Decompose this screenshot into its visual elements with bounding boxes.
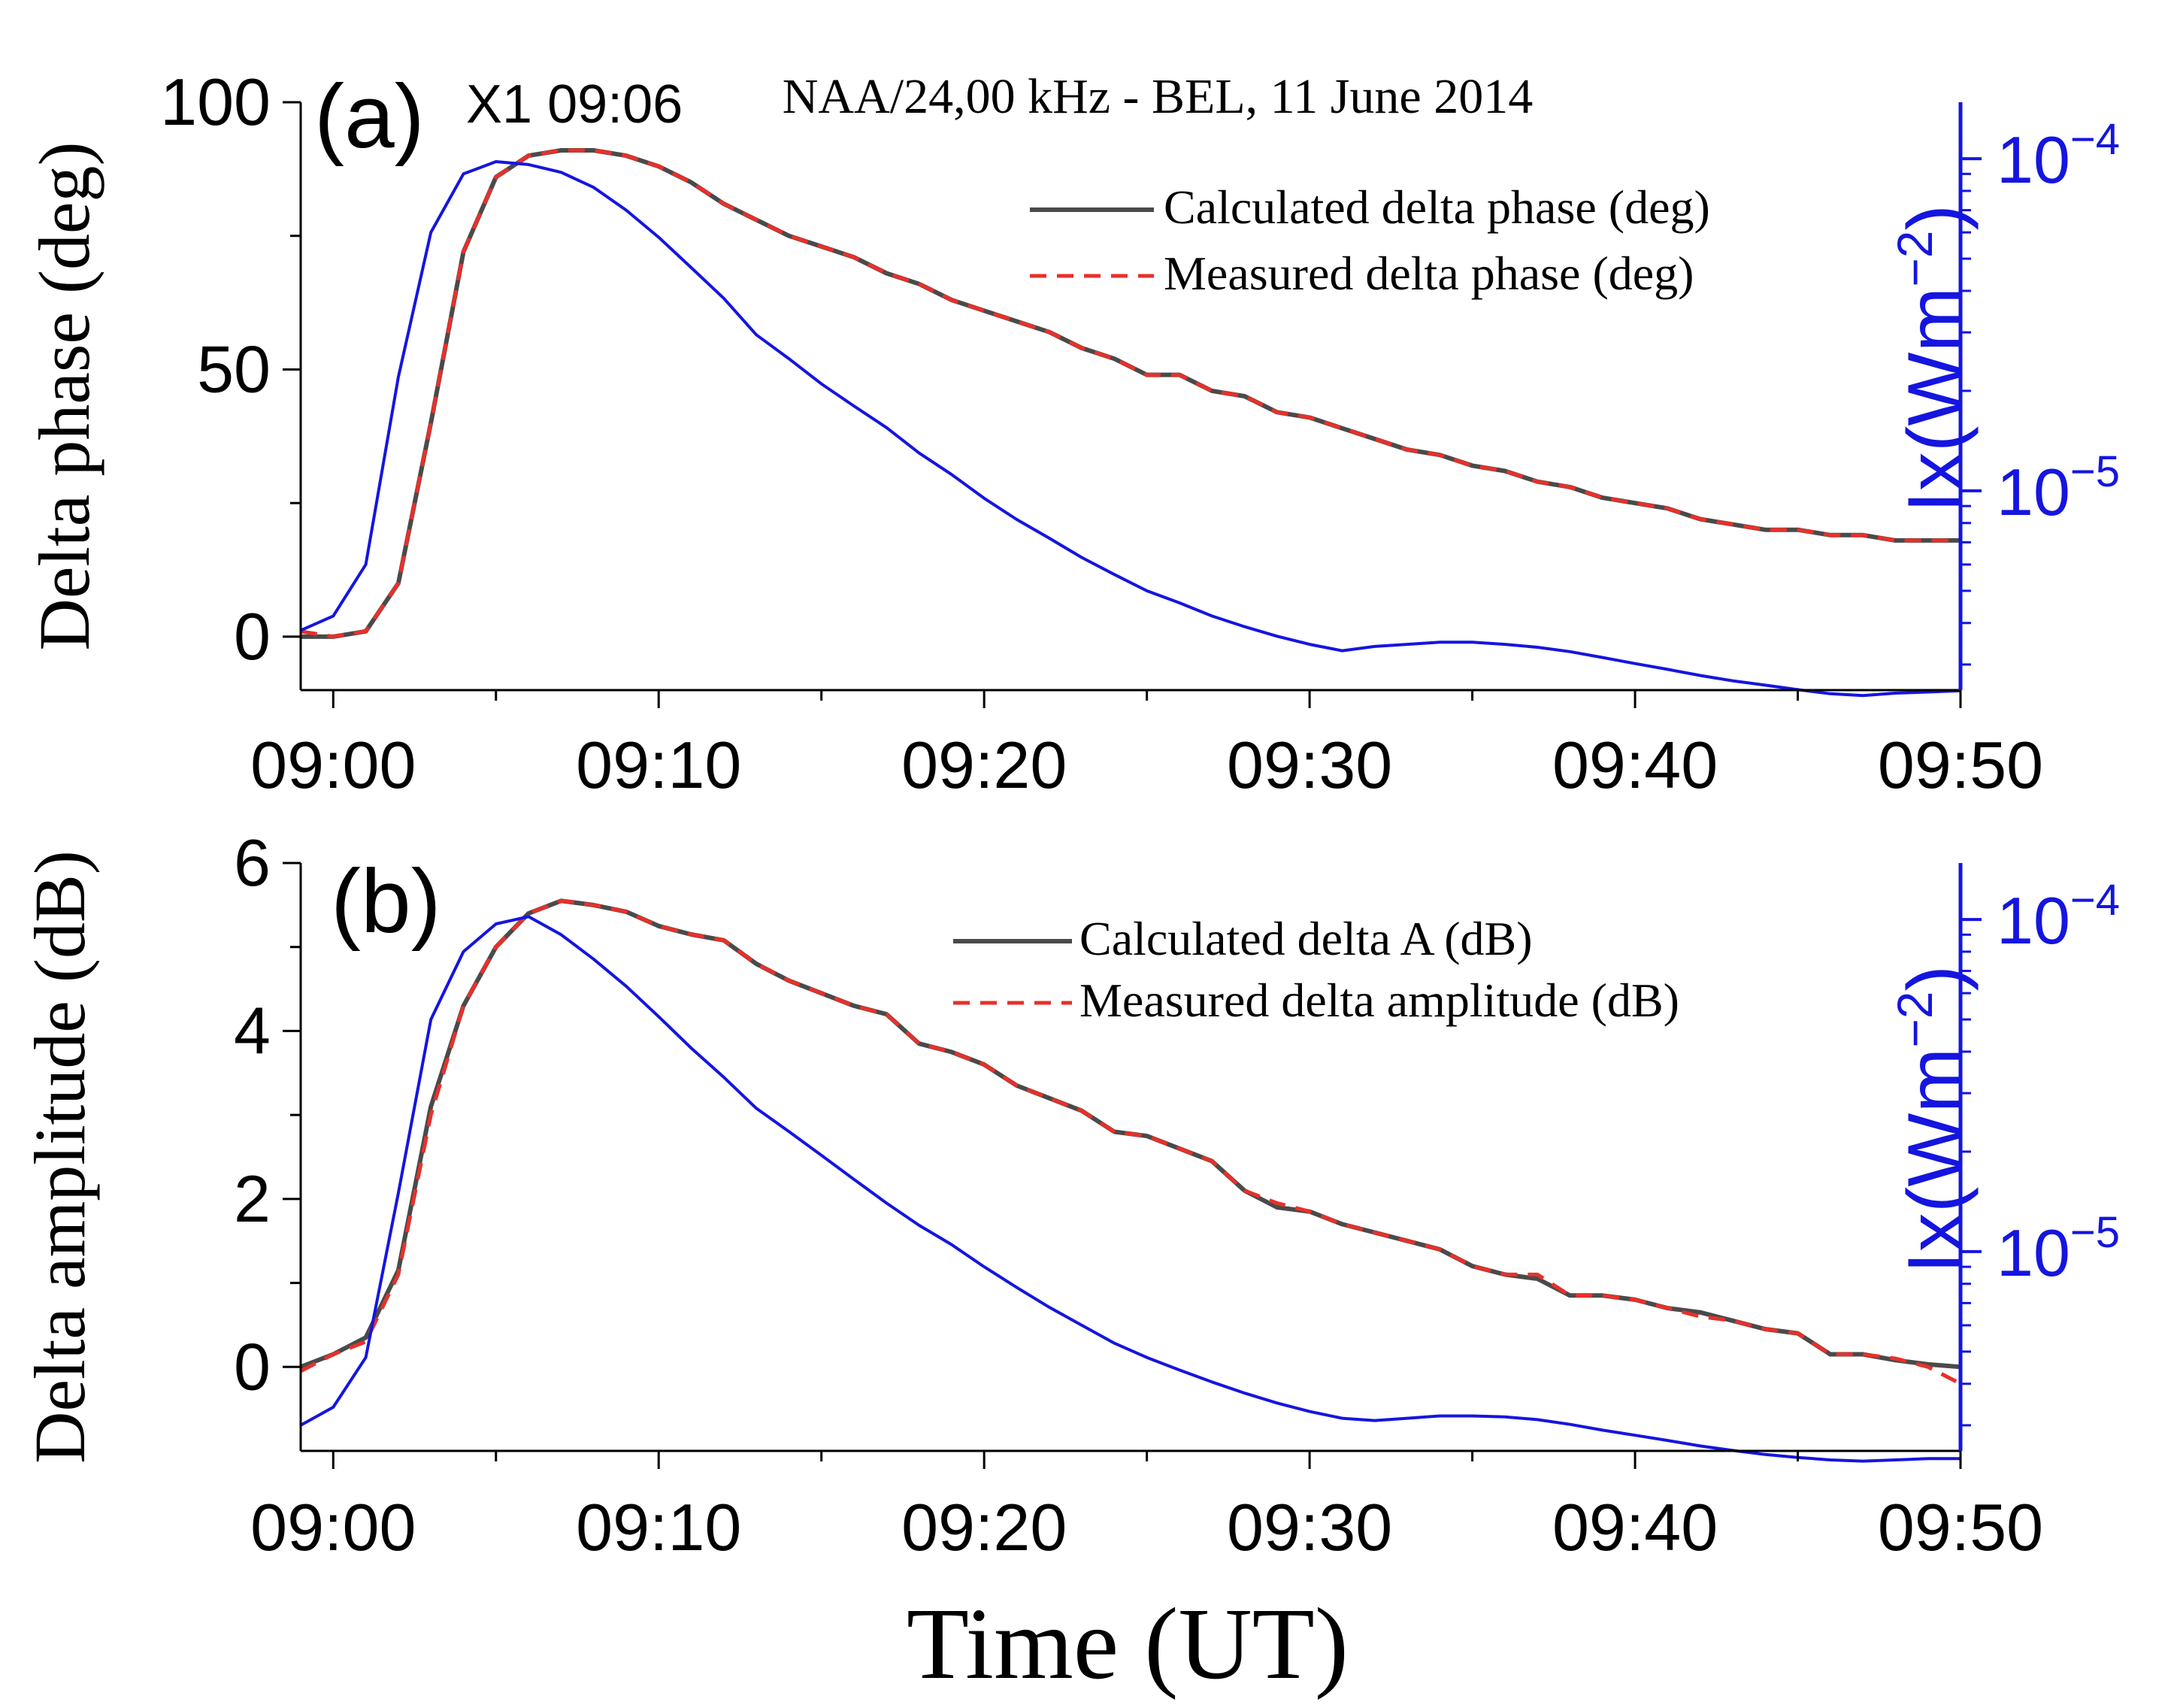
y2-tick-label: 10−4 xyxy=(1997,876,2120,958)
y2-tick-label: 10−4 xyxy=(1997,115,2120,197)
x-tick-label: 09:50 xyxy=(1878,728,2043,802)
y2-tick-exponent: −5 xyxy=(2070,447,2120,496)
x-tick-label: 09:20 xyxy=(901,728,1067,802)
y-tick-label: 6 xyxy=(234,825,271,900)
series-line-b-2 xyxy=(300,915,1961,1463)
x-tick-label: 09:30 xyxy=(1227,728,1392,802)
series-line-a-1 xyxy=(300,148,1961,639)
legend-entry: Calculated delta A (dB) xyxy=(1079,912,1533,965)
y-tick-label: 50 xyxy=(197,332,271,406)
legend: Calculated delta phase (deg) Measured del… xyxy=(1030,180,1710,300)
legend-entry: Calculated delta phase (deg) xyxy=(1164,180,1710,234)
legend-entry: Measured delta phase (deg) xyxy=(1164,247,1694,300)
y2-label-close: ) xyxy=(1892,965,1979,992)
x-tick-label: 09:10 xyxy=(576,728,741,802)
y2-tick-base: 10 xyxy=(1997,455,2070,529)
y2-tick-base: 10 xyxy=(1997,883,2070,958)
panel-b: 09:00 09:10 09:20 09:30 09:40 09:50024610−510… xyxy=(20,825,2120,1700)
y2-label-close: ) xyxy=(1892,204,1979,231)
y2-tick-base: 10 xyxy=(1997,123,2070,197)
y2-label-main: Ix(Wm xyxy=(1892,287,1979,513)
y2-label-main: Ix(Wm xyxy=(1892,1048,1979,1273)
x-tick-label: 09:20 xyxy=(901,1490,1067,1564)
x-tick-label: 09:30 xyxy=(1227,1490,1392,1564)
x-tick-label: 09:00 xyxy=(250,728,416,802)
y2-label-sup: −2 xyxy=(1887,231,1942,287)
series-line-a-0 xyxy=(301,148,1961,639)
y-axis-label: Delta phase (deg) xyxy=(24,141,104,650)
y-tick-label: 0 xyxy=(234,599,271,674)
y2-tick-exponent: −5 xyxy=(2070,1208,2120,1257)
legend-entry: Measured delta amplitude (dB) xyxy=(1079,974,1679,1027)
y2-tick-label: 10−5 xyxy=(1997,447,2120,529)
x-tick-label: 09:50 xyxy=(1878,1490,2043,1564)
flare-label: X1 09:06 xyxy=(466,74,683,135)
panel-label: (a) xyxy=(314,66,425,167)
y2-axis-label: Ix(Wm−2) xyxy=(1887,965,1979,1273)
x-tick-label: 09:10 xyxy=(576,1490,741,1564)
y2-axis-label: Ix(Wm−2) xyxy=(1887,204,1979,513)
series-line-a-2 xyxy=(300,160,1961,698)
y-tick-label: 0 xyxy=(234,1329,271,1404)
x-tick-label: 09:40 xyxy=(1552,1490,1718,1564)
y2-tick-exponent: −4 xyxy=(2070,876,2120,925)
y-axis-label: Delta amplitude (dB) xyxy=(20,850,100,1464)
y-tick-label: 2 xyxy=(234,1161,271,1236)
x-axis-label: Time (UT) xyxy=(907,1588,1349,1700)
chart-title: NAA/24,00 kHz - BEL, 11 June 2014 xyxy=(783,69,1533,124)
panel-label: (b) xyxy=(331,851,441,952)
x-tick-label: 09:40 xyxy=(1552,728,1718,802)
panel-a: 09:00 09:10 09:20 09:30 09:40 09:5005010010−5… xyxy=(24,65,2120,802)
y2-tick-exponent: −4 xyxy=(2070,115,2120,164)
y-tick-label: 4 xyxy=(234,993,271,1068)
legend: Calculated delta A (dB) Measured delta am… xyxy=(953,912,1679,1027)
y2-tick-base: 10 xyxy=(1997,1216,2070,1290)
y2-label-sup: −2 xyxy=(1887,992,1942,1048)
series-line-b-1 xyxy=(299,898,1962,1385)
x-tick-label: 09:00 xyxy=(250,1490,416,1564)
y2-tick-label: 10−5 xyxy=(1997,1208,2120,1290)
y-tick-label: 100 xyxy=(160,65,271,139)
